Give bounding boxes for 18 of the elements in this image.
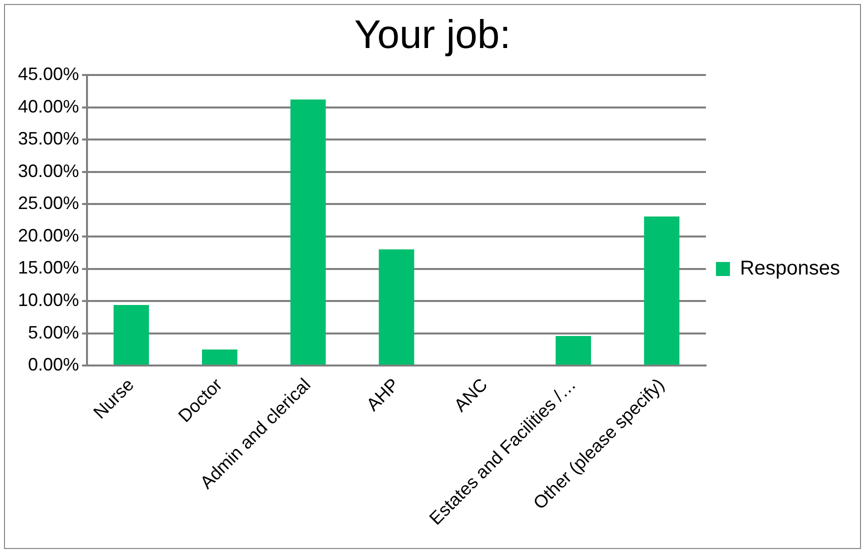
bar [114,304,149,365]
y-tick-label: 5.00% [28,322,80,342]
y-tick-label: 30.00% [18,160,80,181]
y-tick-label: 10.00% [18,290,80,310]
bar [378,249,414,365]
legend-label: Responses [740,258,840,280]
y-tick-label: 20.00% [18,225,80,246]
y-tick-label: 45.00% [18,64,80,84]
bar [202,350,238,365]
chart-title: Your job: [354,13,511,58]
bar [644,216,680,365]
y-tick-label: 40.00% [18,96,80,116]
y-tick-label: 25.00% [18,193,80,214]
y-tick-label: 15.00% [18,258,80,278]
bar [556,336,592,365]
bar [290,100,326,365]
y-tick-label: 35.00% [18,128,80,149]
y-tick-label: 0.00% [28,354,80,375]
